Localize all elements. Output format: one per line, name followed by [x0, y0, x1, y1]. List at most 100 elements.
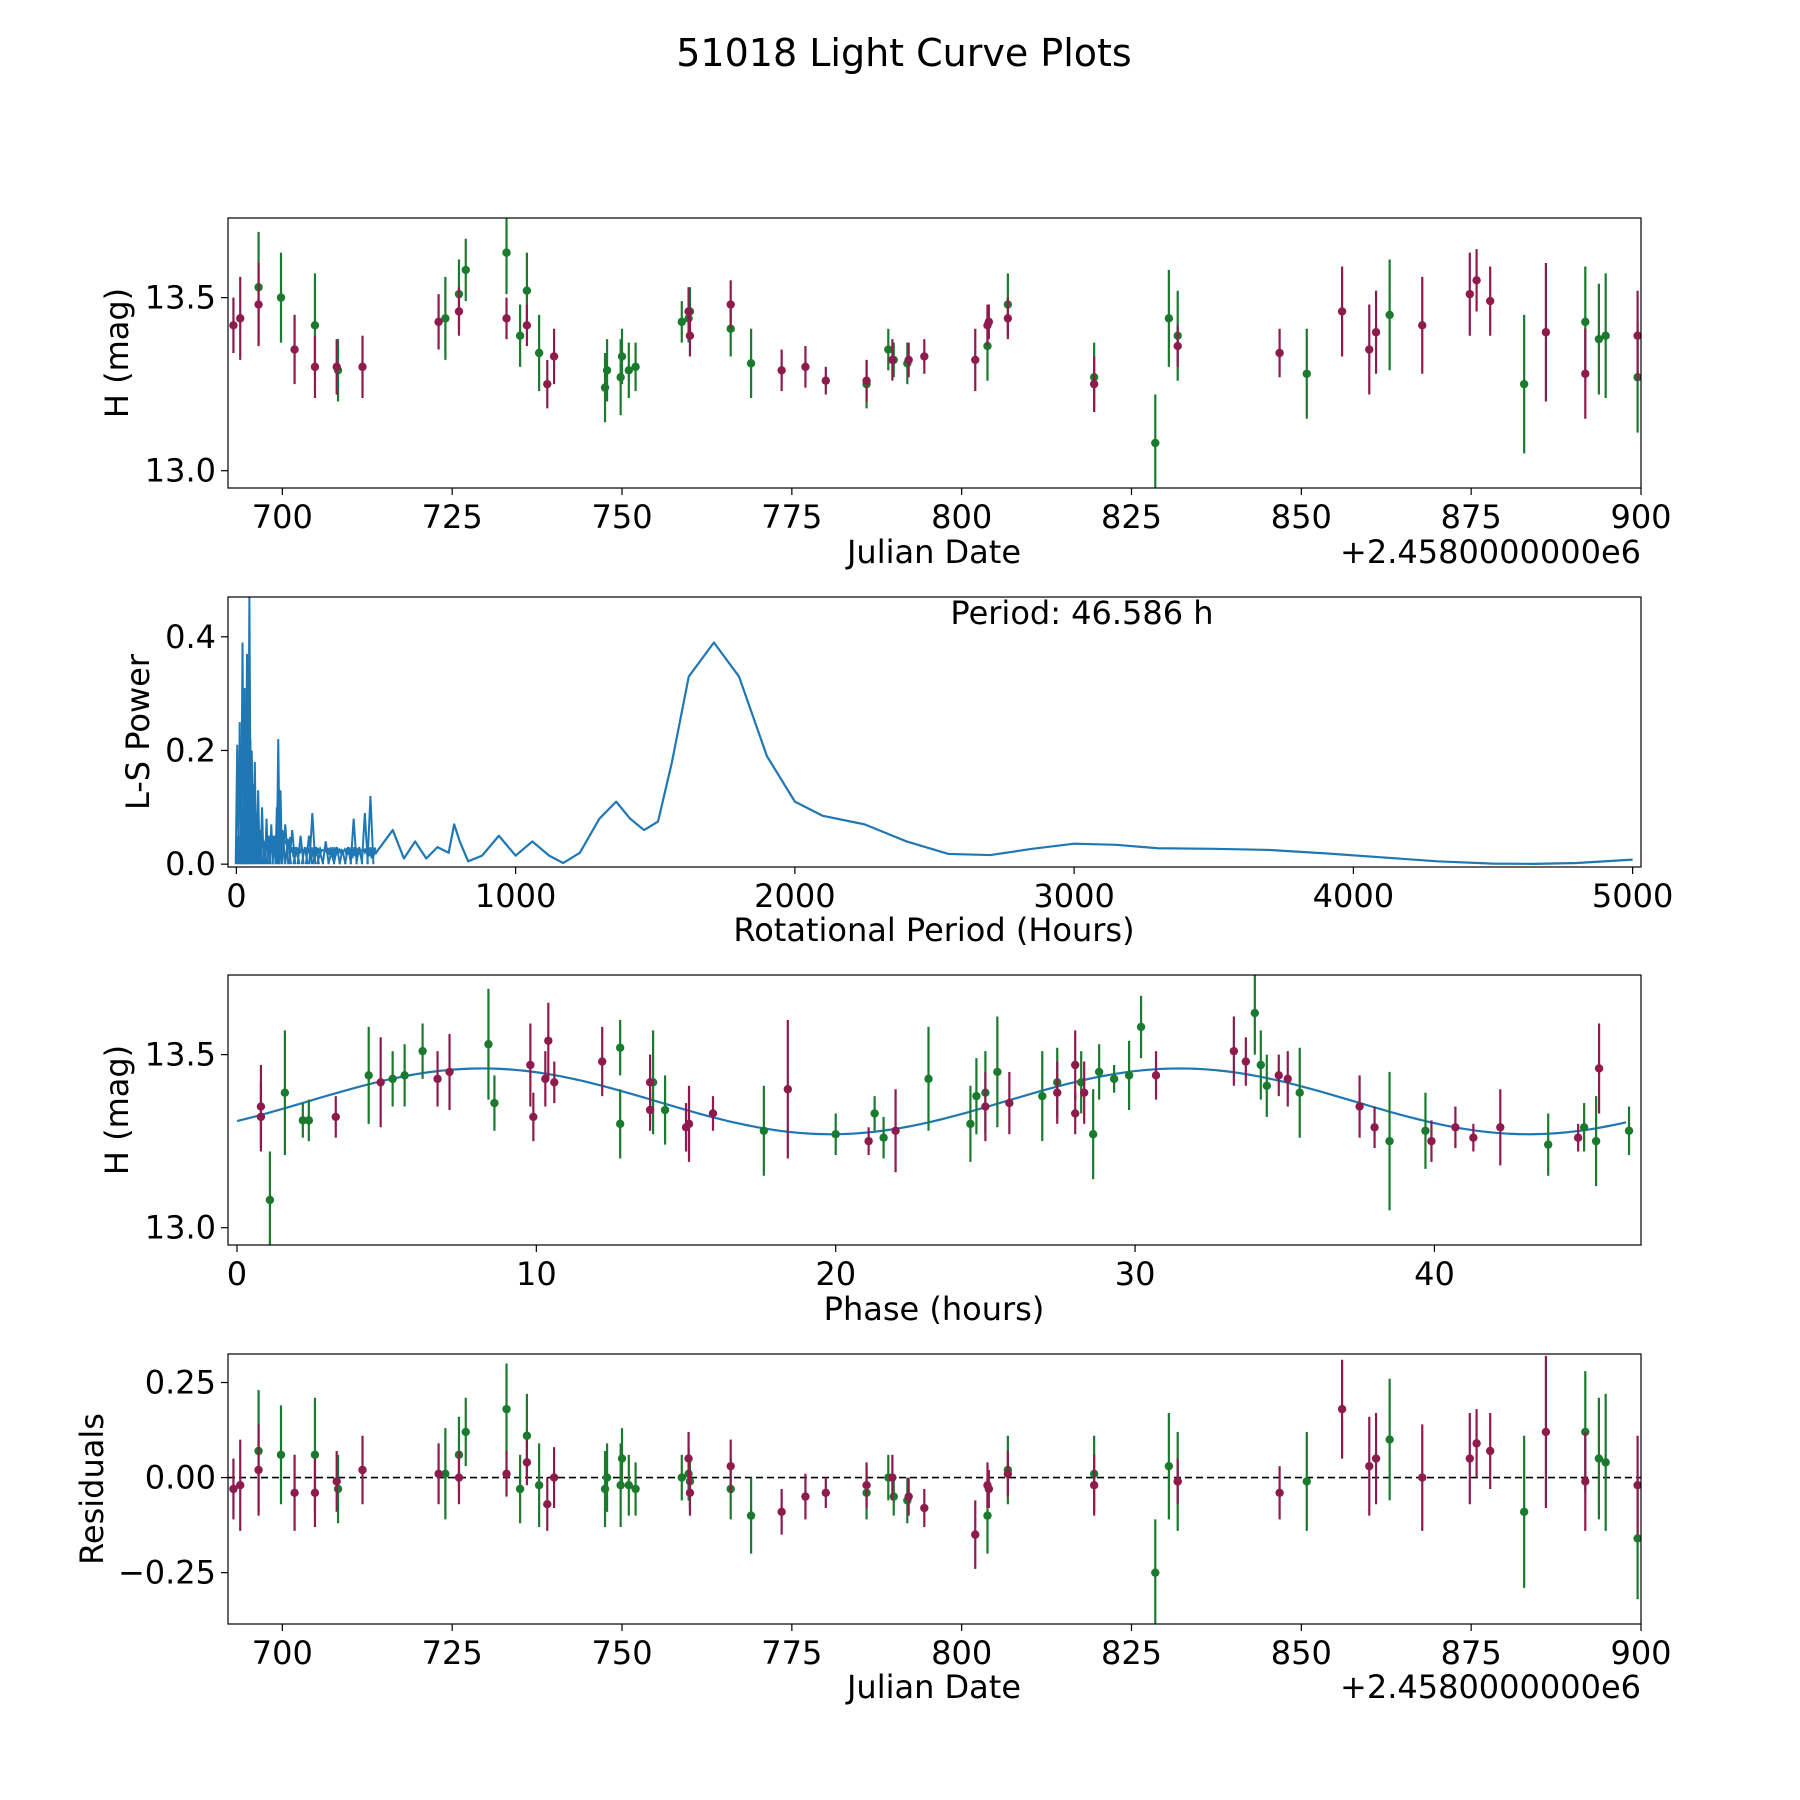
lightcurve-data-point: [1541, 328, 1551, 337]
lightcurve-data-point: [522, 286, 532, 295]
residuals-offset-label: +2.4580000000e6: [1340, 1668, 1641, 1706]
residuals-panel: 700 725 750 775 800 825 850 875 900 −0.25 0.00 0.2…: [73, 1353, 1672, 1706]
periodogram-x-tick-label: 1000: [475, 877, 556, 915]
phased-data-point: [708, 1109, 718, 1118]
residuals-x-tick-label: 700: [252, 1634, 313, 1672]
phased-data-point: [1591, 1136, 1601, 1146]
phased-data-point: [400, 1071, 409, 1080]
phased-data-point: [759, 1126, 769, 1135]
residuals-data-point: [522, 1431, 532, 1440]
residuals-data-point: [276, 1450, 286, 1459]
periodogram-peak: [360, 812, 369, 865]
lightcurve-data-point: [1371, 328, 1381, 337]
lightcurve-y-tick-label: 13.0: [145, 452, 216, 490]
phased-data-point: [1496, 1123, 1505, 1132]
periodogram-frame: [227, 596, 1642, 868]
phased-data-point: [879, 1133, 888, 1142]
phased-data-point: [1094, 1067, 1104, 1077]
residuals-data-point: [1601, 1458, 1610, 1467]
phased-data-point: [376, 1078, 385, 1087]
lightcurve-data-point: [685, 331, 695, 340]
phased-data-point: [1573, 1133, 1583, 1142]
phased-data-point: [364, 1071, 373, 1080]
residuals-x-tick-label: 825: [1101, 1634, 1162, 1672]
lightcurve-data-point: [1519, 379, 1529, 389]
phased-x-tick-label: 40: [1414, 1255, 1455, 1293]
residuals-data-point: [684, 1454, 693, 1463]
phased-y-tick-label: 13.0: [145, 1209, 216, 1247]
residuals-data-point: [333, 1484, 343, 1494]
phased-data-point: [1151, 1071, 1161, 1080]
phased-data-point: [1370, 1123, 1379, 1132]
residuals-data-point: [1581, 1477, 1590, 1486]
lightcurve-data-point: [290, 345, 299, 354]
lightcurve-plot-area: [229, 218, 1641, 488]
residuals-data-point: [229, 1484, 238, 1494]
lightcurve-x-tick-label: 850: [1271, 498, 1332, 536]
periodogram-x-tick-label: 4000: [1313, 877, 1394, 915]
residuals-data-point: [862, 1480, 871, 1490]
phased-y-label: H (mag): [98, 1045, 136, 1175]
residuals-x-tick-label: 900: [1610, 1634, 1671, 1672]
residuals-frame: [227, 1353, 1642, 1625]
residuals-data-point: [821, 1488, 831, 1498]
residuals-data-point: [1302, 1477, 1311, 1486]
residuals-data-point: [984, 1484, 994, 1494]
lightcurve-frame: [227, 217, 1642, 489]
residuals-x-label: Julian Date: [845, 1668, 1021, 1706]
phased-x-tick-label: 20: [815, 1255, 856, 1293]
residuals-data-point: [515, 1484, 525, 1494]
phased-marks: [236, 975, 1634, 1245]
periodogram-x-label: Rotational Period (Hours): [733, 911, 1134, 949]
residuals-data-point: [434, 1469, 443, 1478]
residuals-data-point: [358, 1465, 367, 1475]
phased-data-point: [660, 1105, 670, 1115]
lightcurve-data-point: [624, 366, 634, 375]
periodogram-x-tick-label: 0: [226, 877, 246, 915]
residuals-data-point: [332, 1477, 341, 1486]
residuals-data-point: [888, 1473, 897, 1482]
phased-data-point: [445, 1067, 454, 1077]
phased-data-point: [783, 1085, 793, 1094]
residuals-data-point: [543, 1500, 552, 1509]
phased-data-point: [1038, 1091, 1047, 1101]
phased-data-point: [550, 1078, 559, 1087]
residuals-data-point: [726, 1461, 735, 1471]
phased-data-point: [966, 1119, 975, 1129]
residuals-data-point: [1089, 1480, 1099, 1490]
lightcurve-x-tick-label: 800: [931, 498, 992, 536]
phased-data-point: [544, 1036, 553, 1045]
phased-data-point: [418, 1046, 427, 1056]
periodogram-marks: [234, 597, 1633, 865]
residuals-data-point: [777, 1507, 786, 1517]
lightcurve-data-point: [1164, 314, 1174, 323]
lightcurve-y-tick-label: 13.5: [145, 279, 216, 317]
phased-data-point: [1256, 1060, 1266, 1070]
lightcurve-data-point: [310, 362, 320, 372]
phased-data-point: [1427, 1136, 1436, 1146]
lightcurve-data-point: [1418, 321, 1427, 330]
phased-data-point: [1229, 1046, 1239, 1056]
periodogram-noise: [235, 835, 377, 859]
lightcurve-data-point: [434, 317, 443, 327]
residuals-data-point: [631, 1484, 640, 1494]
lightcurve-data-point: [1485, 296, 1495, 306]
phased-data-point: [1262, 1081, 1271, 1090]
periodogram-x-ticks: 0 1000 2000 3000 4000 5000: [226, 867, 1673, 915]
periodogram-plot-area: [234, 597, 1633, 865]
phased-data-point: [529, 1112, 538, 1122]
residuals-data-point: [441, 1469, 450, 1478]
residuals-marks: [228, 1355, 1641, 1624]
phased-data-point: [1124, 1071, 1134, 1080]
periodogram-y-label: L-S Power: [119, 653, 157, 810]
residuals-y-tick-label: −0.25: [118, 1554, 216, 1592]
lightcurve-data-point: [1275, 348, 1284, 358]
residuals-data-point: [454, 1473, 464, 1482]
residuals-data-point: [616, 1480, 625, 1490]
phased-y-ticks: 13.0 13.5: [145, 1036, 228, 1247]
residuals-data-point: [254, 1465, 263, 1475]
phased-data-point: [1136, 1022, 1146, 1032]
fit-curve: [236, 1067, 1627, 1136]
period-annotation: Period: 46.586 h: [950, 594, 1213, 632]
lightcurve-data-point: [461, 265, 470, 275]
